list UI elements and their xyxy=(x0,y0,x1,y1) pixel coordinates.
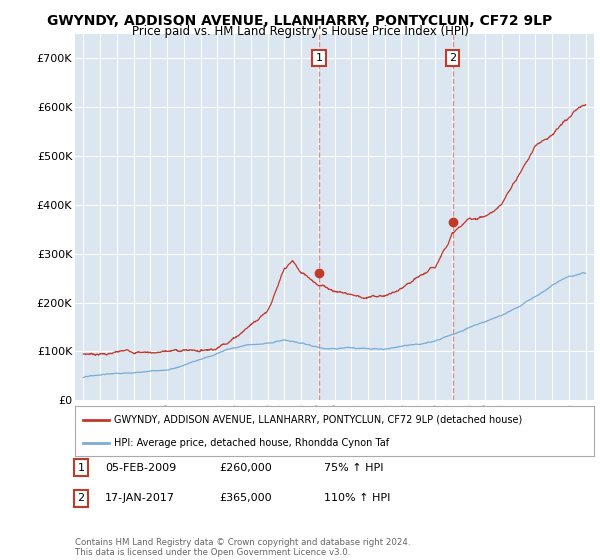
Text: Contains HM Land Registry data © Crown copyright and database right 2024.
This d: Contains HM Land Registry data © Crown c… xyxy=(75,538,410,557)
Text: Price paid vs. HM Land Registry's House Price Index (HPI): Price paid vs. HM Land Registry's House … xyxy=(131,25,469,38)
Text: 05-FEB-2009: 05-FEB-2009 xyxy=(105,463,176,473)
Text: HPI: Average price, detached house, Rhondda Cynon Taf: HPI: Average price, detached house, Rhon… xyxy=(114,438,389,448)
Text: 2: 2 xyxy=(449,53,456,63)
Text: 75% ↑ HPI: 75% ↑ HPI xyxy=(324,463,383,473)
Text: 1: 1 xyxy=(77,463,85,473)
Text: 17-JAN-2017: 17-JAN-2017 xyxy=(105,493,175,503)
Text: £365,000: £365,000 xyxy=(219,493,272,503)
Text: 110% ↑ HPI: 110% ↑ HPI xyxy=(324,493,391,503)
Text: £260,000: £260,000 xyxy=(219,463,272,473)
Text: GWYNDY, ADDISON AVENUE, LLANHARRY, PONTYCLUN, CF72 9LP (detached house): GWYNDY, ADDISON AVENUE, LLANHARRY, PONTY… xyxy=(114,414,522,424)
Text: 2: 2 xyxy=(77,493,85,503)
Text: 1: 1 xyxy=(316,53,323,63)
Text: GWYNDY, ADDISON AVENUE, LLANHARRY, PONTYCLUN, CF72 9LP: GWYNDY, ADDISON AVENUE, LLANHARRY, PONTY… xyxy=(47,14,553,28)
